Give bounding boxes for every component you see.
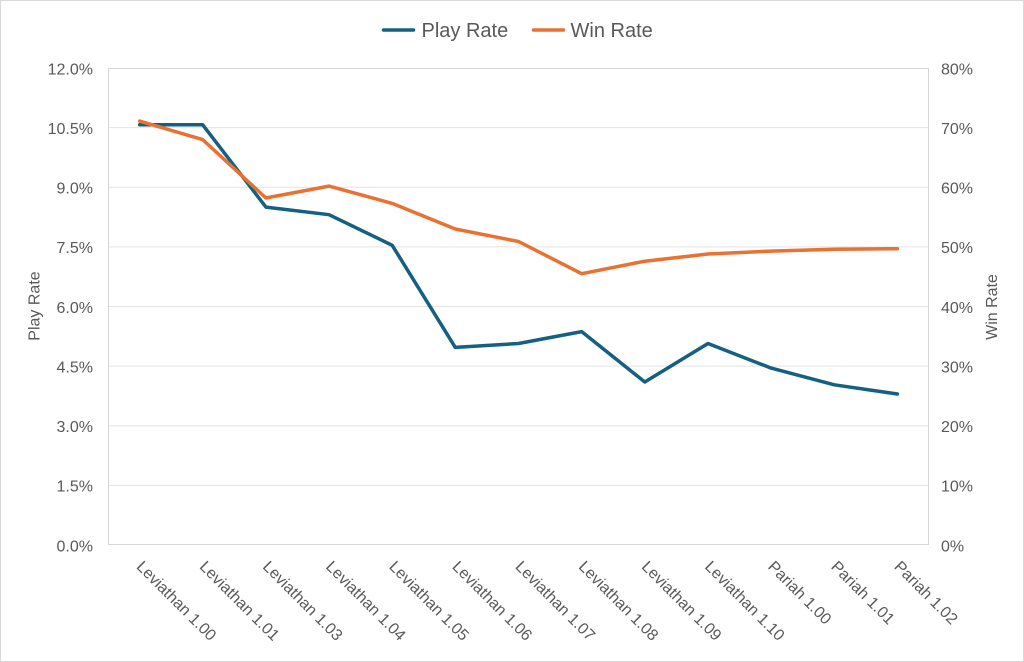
svg-text:Play Rate: Play Rate (27, 271, 44, 340)
svg-text:3.0%: 3.0% (57, 419, 93, 436)
svg-text:6.0%: 6.0% (57, 300, 93, 317)
svg-text:4.5%: 4.5% (57, 359, 93, 376)
svg-text:Play Rate: Play Rate (422, 20, 509, 42)
svg-text:0%: 0% (941, 538, 964, 555)
svg-text:Win Rate: Win Rate (571, 20, 653, 42)
svg-text:70%: 70% (941, 121, 973, 138)
svg-text:9.0%: 9.0% (57, 181, 93, 198)
svg-text:1.5%: 1.5% (57, 479, 93, 496)
svg-text:60%: 60% (941, 181, 973, 198)
svg-text:20%: 20% (941, 419, 973, 436)
svg-text:0.0%: 0.0% (57, 538, 93, 555)
svg-text:10%: 10% (941, 479, 973, 496)
svg-text:40%: 40% (941, 300, 973, 317)
svg-text:7.5%: 7.5% (57, 240, 93, 257)
svg-text:10.5%: 10.5% (48, 121, 93, 138)
svg-text:50%: 50% (941, 240, 973, 257)
svg-text:80%: 80% (941, 61, 973, 78)
svg-text:12.0%: 12.0% (48, 61, 93, 78)
svg-text:30%: 30% (941, 359, 973, 376)
svg-text:Win Rate: Win Rate (984, 274, 1001, 340)
